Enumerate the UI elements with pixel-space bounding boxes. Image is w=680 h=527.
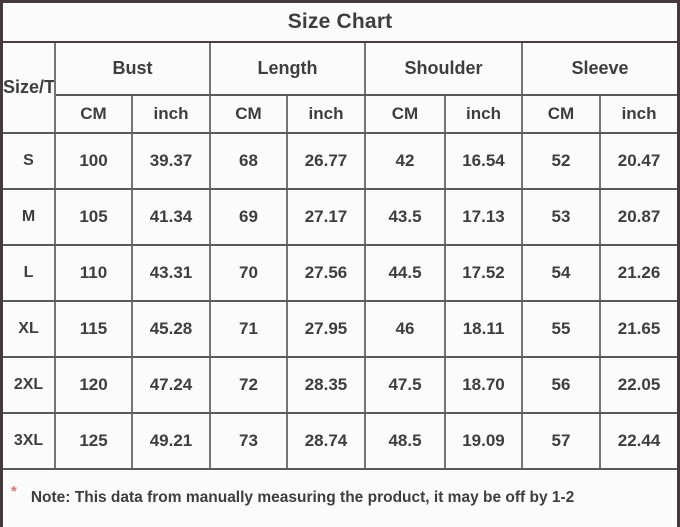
value-cell: 28.35 [286,356,366,414]
page-title: Size Chart [3,3,677,43]
unit-header-bust-cm: CM [54,94,133,134]
size-cell: 2XL [3,356,56,414]
table-row-s: S 100 39.37 68 26.77 42 16.54 52 20.47 [3,132,677,190]
size-chart-table: Size Chart Size/Tag Bust Length Shoulder… [3,3,677,521]
value-cell: 21.65 [598,300,677,358]
value-cell: 56 [521,356,601,414]
footer-note: * Note: This data from manually measuring… [3,468,677,521]
value-cell: 22.44 [598,412,677,470]
value-cell: 49.21 [131,412,211,470]
value-cell: 18.70 [444,356,523,414]
unit-header-shoulder-cm: CM [364,94,446,134]
value-cell: 53 [521,188,601,246]
value-cell: 17.13 [444,188,523,246]
value-cell: 47.24 [131,356,211,414]
value-cell: 44.5 [364,244,446,302]
column-group-sleeve: Sleeve [520,41,677,96]
table-row-2xl: 2XL 120 47.24 72 28.35 47.5 18.70 56 22.… [3,356,677,414]
unit-header-sleeve-cm: CM [521,94,601,134]
corner-label: Size/Tag [3,41,56,134]
table-row-m: M 105 41.34 69 27.17 43.5 17.13 53 20.87 [3,188,677,246]
value-cell: 27.17 [286,188,366,246]
value-cell: 28.74 [286,412,366,470]
value-cell: 27.56 [286,244,366,302]
column-group-bust: Bust [54,41,211,96]
value-cell: 120 [54,356,133,414]
value-cell: 71 [209,300,288,358]
value-cell: 115 [54,300,133,358]
size-cell: M [3,188,56,246]
value-cell: 20.47 [598,132,677,190]
value-cell: 21.26 [598,244,677,302]
value-cell: 26.77 [286,132,366,190]
value-cell: 52 [521,132,601,190]
unit-header-row: CM inch CM inch CM inch CM inch [3,94,677,134]
value-cell: 19.09 [444,412,523,470]
value-cell: 22.05 [598,356,677,414]
value-cell: 105 [54,188,133,246]
table-row-3xl: 3XL 125 49.21 73 28.74 48.5 19.09 57 22.… [3,412,677,470]
value-cell: 27.95 [286,300,366,358]
value-cell: 42 [364,132,446,190]
value-cell: 55 [521,300,601,358]
value-cell: 68 [209,132,288,190]
value-cell: 46 [364,300,446,358]
value-cell: 17.52 [444,244,523,302]
value-cell: 47.5 [364,356,446,414]
column-group-shoulder: Shoulder [364,41,523,96]
value-cell: 57 [521,412,601,470]
value-cell: 18.11 [444,300,523,358]
value-cell: 100 [54,132,133,190]
unit-header-length-inch: inch [286,94,366,134]
unit-header-shoulder-inch: inch [444,94,523,134]
value-cell: 110 [54,244,133,302]
value-cell: 125 [54,412,133,470]
column-group-header-row: Size/Tag Bust Length Shoulder Sleeve [3,41,677,134]
value-cell: 45.28 [131,300,211,358]
footer-note-row: * Note: This data from manually measuring… [3,468,677,521]
size-cell: 3XL [3,412,56,470]
value-cell: 69 [209,188,288,246]
unit-header-length-cm: CM [209,94,288,134]
unit-header-sleeve-inch: inch [598,94,677,134]
value-cell: 41.34 [131,188,211,246]
size-cell: S [3,132,56,190]
value-cell: 39.37 [131,132,211,190]
value-cell: 54 [521,244,601,302]
value-cell: 48.5 [364,412,446,470]
size-cell: L [3,244,56,302]
value-cell: 43.5 [364,188,446,246]
value-cell: 72 [209,356,288,414]
unit-header-bust-inch: inch [131,94,211,134]
value-cell: 70 [209,244,288,302]
value-cell: 73 [209,412,288,470]
column-group-length: Length [209,41,366,96]
value-cell: 20.87 [598,188,677,246]
value-cell: 16.54 [444,132,523,190]
value-cell: 43.31 [131,244,211,302]
table-row-xl: XL 115 45.28 71 27.95 46 18.11 55 21.65 [3,300,677,358]
footer-note-text: Note: This data from manually measuring … [30,488,575,506]
table-row-l: L 110 43.31 70 27.56 44.5 17.52 54 21.26 [3,244,677,302]
size-cell: XL [3,300,56,358]
table-title-row: Size Chart [3,3,677,43]
asterisk-marker: * [11,482,17,500]
